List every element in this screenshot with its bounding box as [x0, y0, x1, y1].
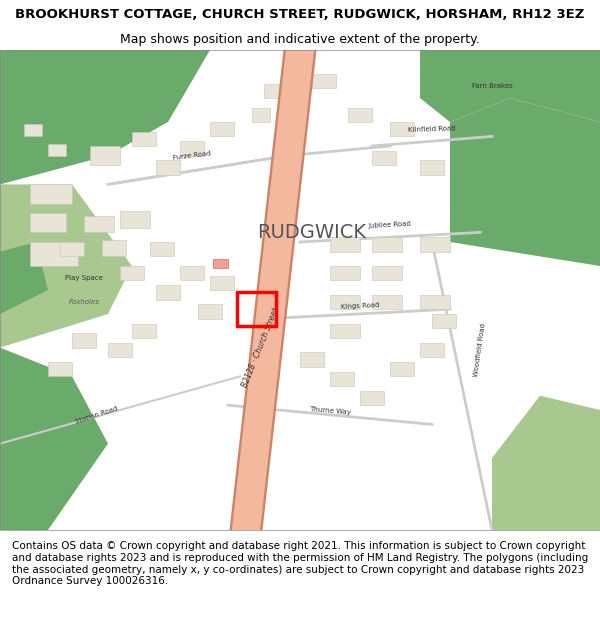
Bar [156, 285, 180, 299]
Bar [312, 74, 336, 88]
Bar [360, 391, 384, 405]
Bar [180, 266, 204, 281]
Polygon shape [450, 98, 600, 266]
Bar [132, 132, 156, 146]
Bar [48, 144, 66, 156]
Text: Map shows position and indicative extent of the property.: Map shows position and indicative extent… [120, 32, 480, 46]
Bar [108, 342, 132, 357]
Polygon shape [0, 348, 108, 530]
Bar [30, 184, 72, 204]
Bar [30, 213, 66, 232]
Bar [132, 324, 156, 338]
Bar [264, 84, 288, 98]
Bar [330, 238, 360, 252]
Bar [84, 216, 114, 232]
Polygon shape [0, 242, 48, 314]
Bar [90, 146, 120, 165]
Bar [348, 107, 372, 122]
Bar [180, 141, 204, 156]
Bar [24, 124, 42, 136]
Text: Kilnfield Road: Kilnfield Road [408, 125, 456, 132]
Bar [150, 242, 174, 256]
Bar [300, 352, 324, 367]
Polygon shape [232, 50, 314, 530]
Text: Play Space: Play Space [65, 276, 103, 281]
Bar [30, 242, 78, 266]
Bar [372, 295, 402, 309]
Bar [330, 372, 354, 386]
Text: Station Road: Station Road [74, 406, 118, 426]
Bar [120, 211, 150, 227]
Bar [102, 239, 126, 256]
Polygon shape [492, 396, 600, 530]
Text: Woodfield Road: Woodfield Road [473, 323, 487, 378]
Bar [330, 324, 360, 338]
Bar [432, 314, 456, 328]
Bar [372, 238, 402, 252]
Text: BROOKHURST COTTAGE, CHURCH STREET, RUDGWICK, HORSHAM, RH12 3EZ: BROOKHURST COTTAGE, CHURCH STREET, RUDGW… [16, 8, 584, 21]
Bar [120, 266, 144, 281]
Bar [390, 362, 414, 376]
Text: B2128 · Church Street: B2128 · Church Street [241, 306, 281, 389]
Text: Kings Road: Kings Road [341, 302, 379, 310]
Bar [330, 266, 360, 281]
Bar [156, 161, 180, 175]
Bar [48, 362, 72, 376]
Bar [252, 107, 270, 122]
Bar [390, 122, 414, 136]
Polygon shape [229, 50, 317, 530]
Text: Furze Road: Furze Road [173, 151, 211, 161]
Text: RUDGWICK: RUDGWICK [257, 223, 367, 242]
Bar [420, 161, 444, 175]
Bar [420, 238, 450, 252]
Bar [330, 295, 360, 309]
Bar [210, 122, 234, 136]
Bar [372, 266, 402, 281]
Bar [198, 304, 222, 319]
Bar [210, 276, 234, 290]
Bar [420, 342, 444, 357]
Text: Jubilee Road: Jubilee Road [368, 221, 412, 229]
Polygon shape [0, 184, 132, 348]
Polygon shape [420, 50, 600, 122]
Text: Contains OS data © Crown copyright and database right 2021. This information is : Contains OS data © Crown copyright and d… [12, 541, 588, 586]
Text: Farn Brakes: Farn Brakes [472, 83, 512, 89]
Text: Foxholes: Foxholes [68, 299, 100, 306]
Bar [420, 295, 450, 309]
Bar [372, 151, 396, 165]
Bar [60, 242, 84, 256]
Polygon shape [0, 50, 210, 184]
Bar [237, 292, 276, 326]
Bar [72, 333, 96, 348]
Bar [213, 259, 228, 268]
Text: Thurne Way: Thurne Way [309, 406, 351, 416]
